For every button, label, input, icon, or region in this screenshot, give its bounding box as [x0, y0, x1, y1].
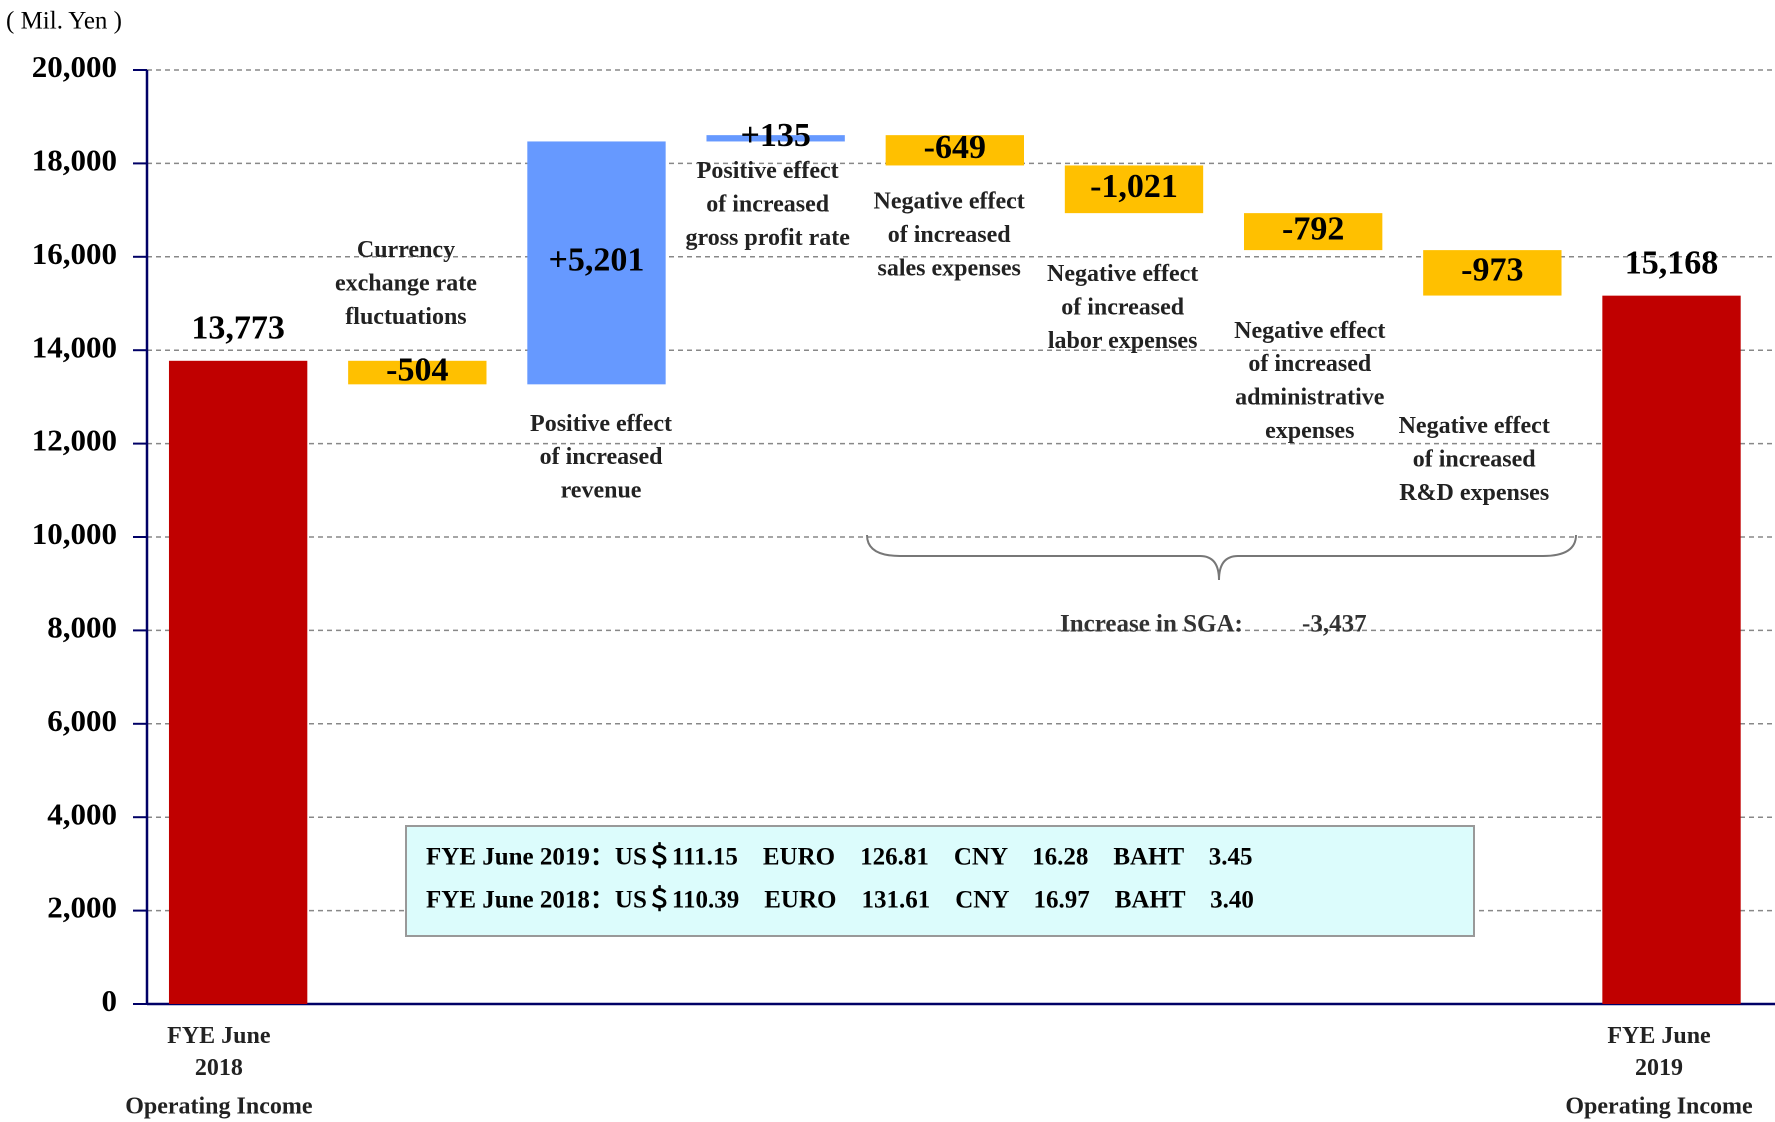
note-box: [405, 825, 1475, 937]
category-label: labor expenses: [1048, 328, 1198, 354]
bar: [706, 135, 845, 142]
category-label: of increased: [888, 222, 1012, 248]
y-tick-label: 12,000: [32, 423, 117, 458]
y-tick-label: 6,000: [47, 703, 117, 738]
category-label: administrative: [1235, 385, 1385, 411]
note-line: FYE June 2018：US＄110.39 EURO 131.61 CNY …: [426, 885, 1254, 914]
category-label: Negative effect: [1399, 413, 1550, 439]
value-label: -1,021: [1090, 168, 1178, 205]
y-tick-label: 18,000: [32, 143, 117, 178]
y-tick-label: 8,000: [47, 610, 117, 645]
category-label: Positive effect: [530, 411, 672, 437]
category-label: sales expenses: [877, 255, 1020, 281]
category-label: of increased: [540, 444, 664, 470]
value-label: -792: [1282, 210, 1344, 247]
bar: [885, 135, 1025, 166]
category-label: Negative effect: [1234, 318, 1385, 344]
category-label: Negative effect: [1047, 261, 1198, 287]
bar: [168, 360, 308, 1004]
category-label: FYE June: [1607, 1023, 1711, 1049]
category-label: exchange rate: [335, 271, 477, 297]
y-tick-label: 20,000: [32, 49, 117, 84]
y-tick-label: 2,000: [47, 890, 117, 925]
y-tick-label: 4,000: [47, 796, 117, 831]
value-label: -504: [386, 351, 448, 388]
bar: [527, 141, 666, 385]
category-label: Operating Income: [1565, 1093, 1753, 1119]
value-label: +135: [740, 117, 810, 154]
category-label: of increased: [1413, 446, 1537, 472]
value-label: -649: [924, 129, 986, 166]
value-label: 13,773: [191, 310, 285, 347]
category-label: 2019: [1635, 1055, 1683, 1081]
bar: [348, 360, 487, 385]
annotation-text: Increase in SGA:: [1060, 611, 1243, 638]
category-label: revenue: [561, 478, 642, 504]
y-tick-label: 10,000: [32, 516, 117, 551]
y-tick-label: 14,000: [32, 329, 117, 364]
y-tick-label: 0: [102, 983, 118, 1018]
bar: [1064, 165, 1204, 214]
category-label: 2018: [195, 1055, 243, 1081]
bar: [1602, 295, 1741, 1004]
annotation-value: -3,437: [1302, 611, 1367, 638]
category-label: gross profit rate: [686, 225, 851, 251]
y-axis-title: ( Mil. Yen ): [6, 8, 122, 35]
category-label: expenses: [1265, 418, 1354, 444]
value-label: 15,168: [1625, 244, 1719, 281]
category-label: of increased: [706, 191, 830, 217]
value-label: -973: [1461, 252, 1523, 289]
category-label: of increased: [1061, 295, 1185, 321]
y-tick-label: 16,000: [32, 236, 117, 271]
category-label: Positive effect: [697, 158, 839, 184]
note-line: FYE June 2019：US＄111.15 EURO 126.81 CNY …: [426, 842, 1252, 871]
category-label: Currency: [357, 237, 455, 263]
category-label: of increased: [1248, 351, 1372, 377]
category-label: fluctuations: [345, 304, 466, 330]
category-label: FYE June: [167, 1023, 271, 1049]
brace: [866, 534, 1577, 581]
value-label: +5,201: [549, 242, 645, 279]
bar: [1243, 213, 1383, 251]
bar: [1423, 250, 1562, 296]
category-label: Negative effect: [874, 188, 1025, 214]
category-label: R&D expenses: [1399, 480, 1549, 506]
category-label: Operating Income: [125, 1093, 313, 1119]
